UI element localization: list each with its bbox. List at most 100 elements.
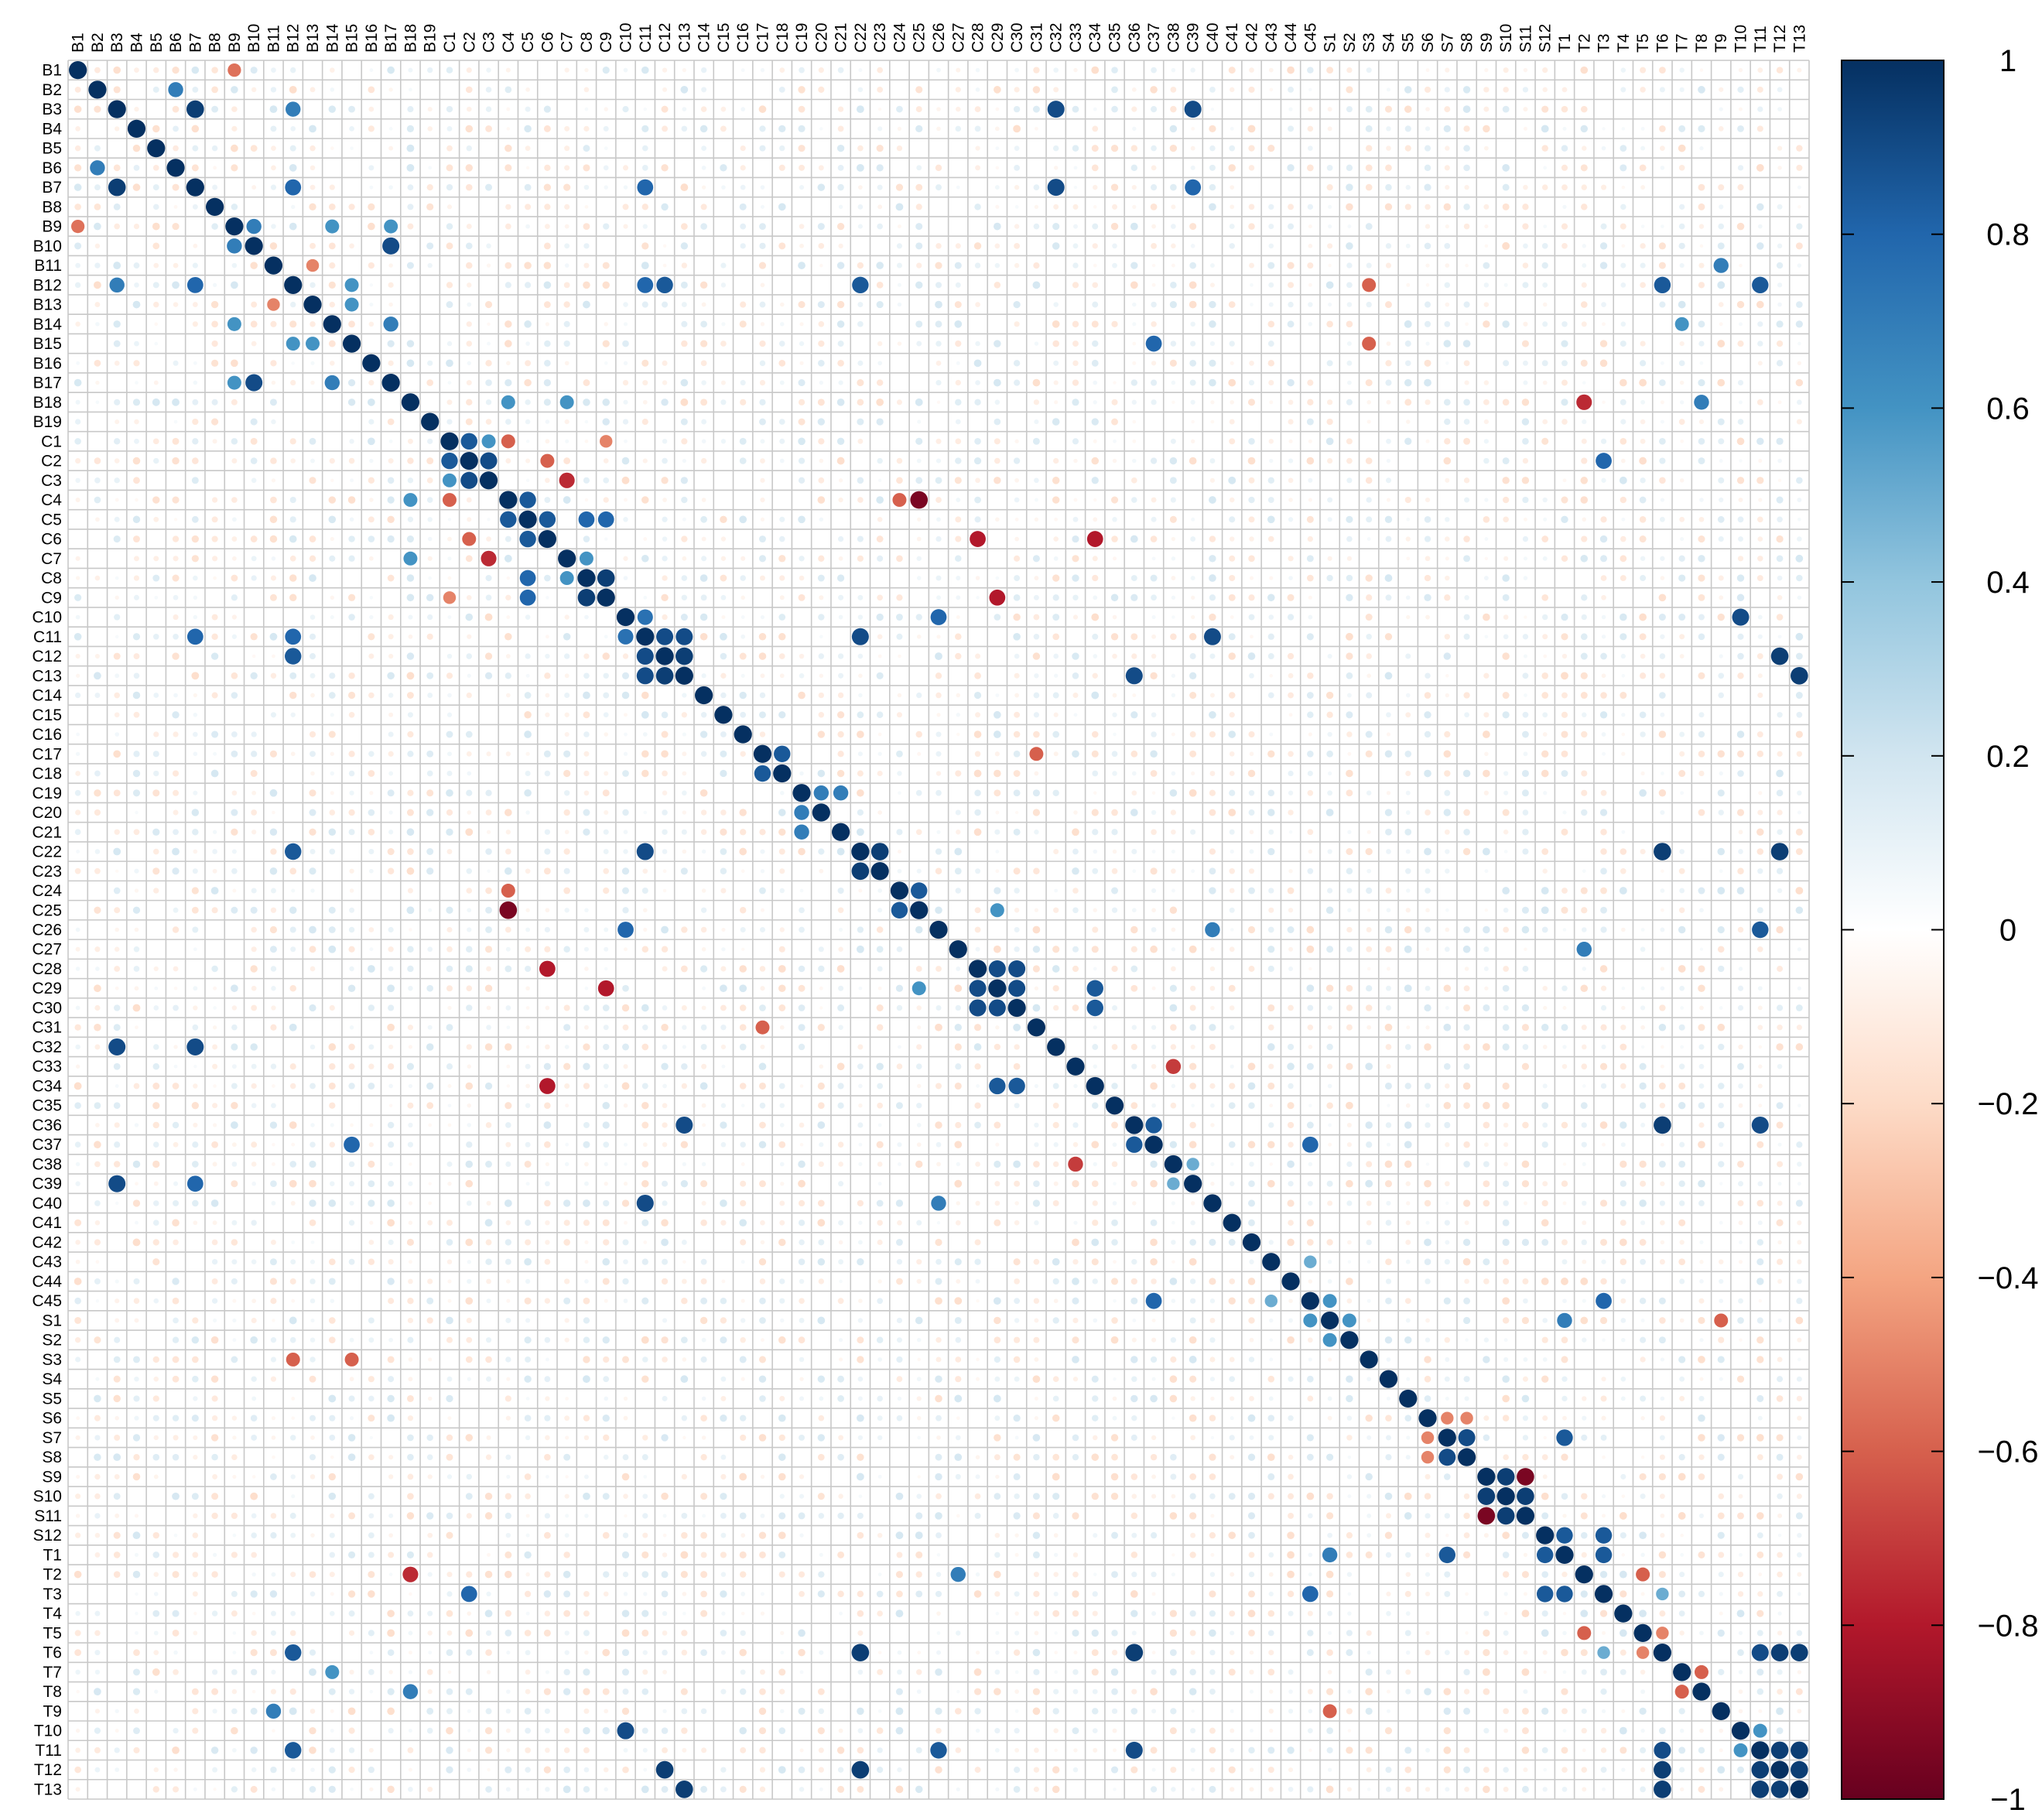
corr-cell-B15-C40 xyxy=(1209,341,1216,347)
corr-cell-C30-C18 xyxy=(778,1004,786,1011)
corr-cell-B13-B4 xyxy=(132,300,141,309)
corr-cell-B17-B19 xyxy=(426,379,434,386)
corr-cell-B19-C18 xyxy=(778,419,785,425)
corr-cell-C45-B12 xyxy=(291,1298,296,1303)
corr-cell-C8-B17 xyxy=(387,574,395,582)
corr-cell-B9-S9 xyxy=(1484,224,1489,229)
corr-cell-C5-B19 xyxy=(427,517,433,522)
corr-cell-C40-S6 xyxy=(1424,1199,1431,1207)
corr-cell-C4-T9 xyxy=(1719,497,1724,503)
corr-cell-C27-C15 xyxy=(721,947,726,952)
corr-cell-C25-T8 xyxy=(1699,908,1704,913)
corr-cell-C13-B11 xyxy=(270,672,277,679)
corr-cell-C42-C9 xyxy=(603,1239,610,1246)
corr-cell-C9-B19 xyxy=(426,594,434,602)
corr-cell-C30-S1 xyxy=(1327,1005,1332,1011)
corr-cell-C41-S10 xyxy=(1502,1219,1510,1226)
corr-cell-B5-C32 xyxy=(1052,145,1059,152)
corr-cell-C36-C27 xyxy=(955,1121,962,1129)
corr-cell-C16-C5 xyxy=(524,730,532,738)
corr-cell-B12-T6 xyxy=(1654,276,1671,294)
corr-cell-C27-B11 xyxy=(269,946,277,953)
corr-cell-C8-C30 xyxy=(1014,575,1021,581)
corr-cell-C20-C15 xyxy=(720,809,727,816)
corr-cell-C17-C2 xyxy=(466,751,472,757)
corr-cell-C2-T3 xyxy=(1596,453,1612,469)
corr-cell-B10-T1 xyxy=(1561,243,1568,249)
corr-cell-B8-T2 xyxy=(1581,204,1588,210)
corr-cell-C9-C18 xyxy=(779,595,785,600)
corr-cell-C39-C40 xyxy=(1210,1182,1215,1186)
corr-cell-B10-T8 xyxy=(1699,244,1704,248)
corr-cell-S4-C6 xyxy=(544,1376,551,1383)
corr-cell-C32-S9 xyxy=(1482,1043,1490,1051)
corr-cell-C30-C31 xyxy=(1032,1004,1041,1012)
corr-cell-C9-B6 xyxy=(173,594,179,600)
corr-cell-B6-B13 xyxy=(310,165,316,171)
corr-cell-C28-C44 xyxy=(1288,966,1294,971)
corr-cell-C17-B16 xyxy=(368,751,375,758)
corr-cell-C25-C36 xyxy=(1131,908,1137,913)
corr-cell-B3-C23 xyxy=(877,107,882,111)
corr-cell-B16-C39 xyxy=(1189,359,1197,367)
corr-cell-B6-C8 xyxy=(583,164,590,172)
corr-cell-B5-B14 xyxy=(330,146,334,150)
corr-cell-C30-T3 xyxy=(1600,1004,1607,1011)
corr-cell-C20-C14 xyxy=(700,809,707,816)
corr-cell-C13-B10 xyxy=(250,672,258,679)
corr-cell-B1-B6 xyxy=(172,66,180,74)
corr-cell-C18-S5 xyxy=(1405,770,1411,777)
corr-cell-B16-B3 xyxy=(114,360,120,366)
corr-cell-C42-T10 xyxy=(1739,1240,1743,1244)
corr-cell-C11-B16 xyxy=(368,633,375,641)
corr-cell-C14-C27 xyxy=(956,693,961,698)
corr-cell-B11-S3 xyxy=(1366,262,1372,269)
corr-cell-B9-S7 xyxy=(1445,224,1449,229)
corr-cell-C18-B10 xyxy=(250,770,258,778)
corr-cell-B19-C17 xyxy=(759,418,766,426)
corr-cell-S2-B12 xyxy=(289,1336,296,1343)
corr-cell-C45-C44 xyxy=(1288,1298,1293,1303)
corr-cell-B8-C30 xyxy=(1014,205,1019,209)
corr-cell-C31-C21 xyxy=(838,1025,843,1030)
corr-cell-S2-T4 xyxy=(1621,1337,1626,1343)
corr-cell-C38-C16 xyxy=(741,1162,745,1166)
corr-cell-C6-C35 xyxy=(1111,535,1118,542)
corr-cell-C37-B5 xyxy=(152,1141,159,1148)
corr-cell-C17-C37 xyxy=(1150,750,1158,758)
corr-cell-C14-C41 xyxy=(1228,692,1236,699)
corr-cell-C3-S3 xyxy=(1365,477,1373,484)
corr-cell-B15-T1 xyxy=(1561,340,1568,347)
corr-cell-C24-C23 xyxy=(877,888,883,893)
corr-cell-B8-C45 xyxy=(1307,204,1313,210)
corr-cell-C44-S8 xyxy=(1464,1278,1469,1285)
corr-cell-C18-C20 xyxy=(817,769,826,778)
corr-cell-C32-B15 xyxy=(348,1043,355,1051)
corr-cell-B6-C33 xyxy=(1073,166,1078,170)
corr-cell-C11-T7 xyxy=(1679,634,1685,640)
corr-cell-C39-C21 xyxy=(838,1181,844,1187)
corr-cell-B16-S11 xyxy=(1522,360,1528,366)
corr-cell-C25-T11 xyxy=(1756,907,1763,914)
corr-cell-C22-C43 xyxy=(1267,847,1275,856)
corr-cell-B3-C31 xyxy=(1032,105,1040,113)
corr-cell-C12-T2 xyxy=(1580,652,1588,660)
corr-cell-C13-B12 xyxy=(289,672,297,679)
corr-cell-C5-B5 xyxy=(153,516,159,522)
corr-cell-C41-C15 xyxy=(720,1220,727,1226)
corr-cell-C45-C16 xyxy=(741,1298,745,1303)
corr-cell-S3-T6 xyxy=(1660,1357,1664,1362)
corr-cell-C38-B8 xyxy=(212,1161,217,1167)
corr-cell-C42-C16 xyxy=(740,1239,747,1246)
corr-cell-S4-C22 xyxy=(857,1376,864,1382)
corr-cell-C13-C10 xyxy=(621,672,630,679)
corr-cell-C41-C19 xyxy=(798,1220,806,1226)
corr-cell-C16-C37 xyxy=(1151,731,1157,737)
corr-cell-C22-C15 xyxy=(720,848,727,855)
corr-cell-C35-C42 xyxy=(1248,1102,1255,1109)
corr-cell-C23-C2 xyxy=(466,868,472,874)
corr-cell-C23-C45 xyxy=(1307,867,1314,874)
corr-cell-C4-C10 xyxy=(624,498,628,502)
corr-cell-B6-B5 xyxy=(152,165,159,171)
corr-cell-B8-B2 xyxy=(94,203,101,210)
